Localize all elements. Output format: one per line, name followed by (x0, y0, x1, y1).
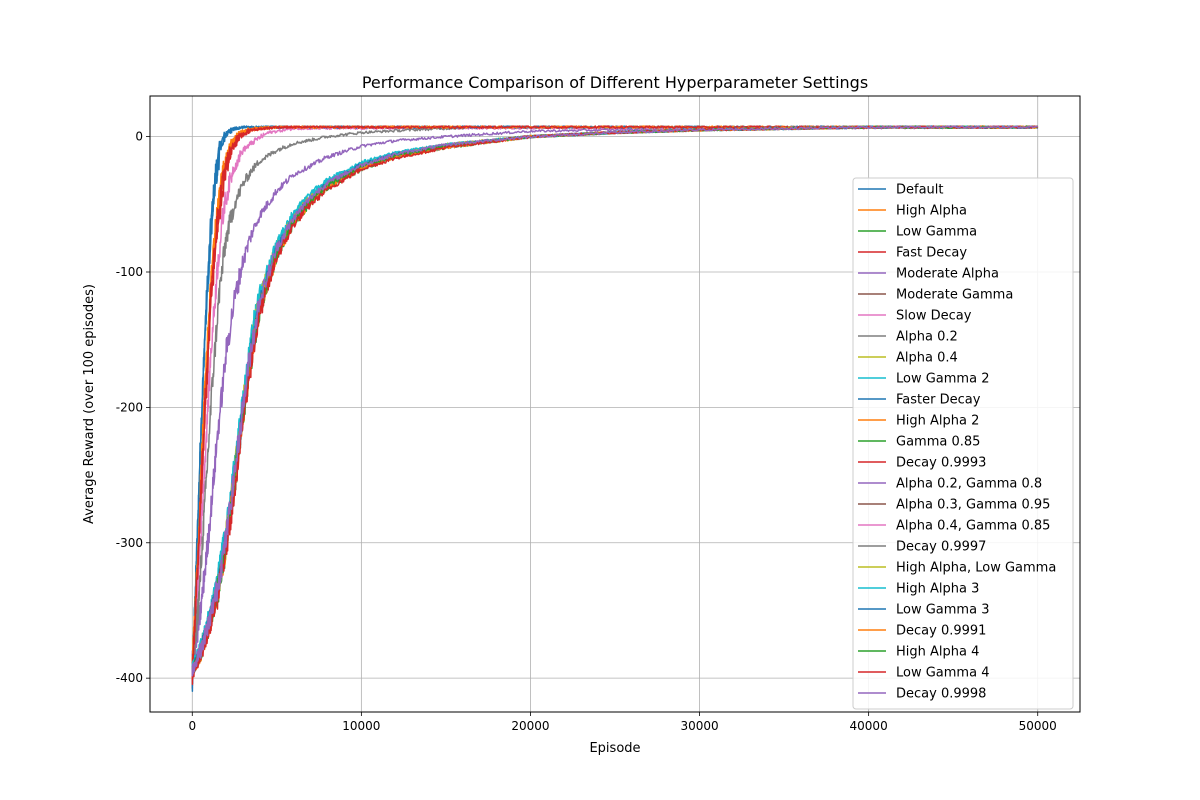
legend-label: Slow Decay (896, 309, 972, 324)
legend-label: Alpha 0.3, Gamma 0.95 (896, 498, 1050, 513)
y-tick-label: -200 (116, 400, 143, 414)
legend-item: Moderate Alpha (858, 267, 999, 282)
legend-label: Decay 0.9993 (896, 456, 986, 471)
legend-label: High Alpha 3 (896, 582, 979, 597)
legend-item: Faster Decay (858, 393, 981, 408)
legend-label: Moderate Gamma (896, 288, 1013, 303)
legend-item: Decay 0.9997 (858, 540, 986, 555)
legend-label: High Alpha (896, 204, 967, 219)
legend-item: Alpha 0.2 (858, 330, 958, 345)
axes-frame (149, 95, 1081, 713)
legend-label: Decay 0.9997 (896, 540, 986, 555)
x-tick-label: 30000 (680, 719, 718, 733)
legend-item: Low Gamma 2 (858, 372, 989, 387)
y-axis: -400 -300 -200 -100 0 (116, 130, 150, 685)
legend-item: Decay 0.9991 (858, 624, 986, 639)
legend-label: Fast Decay (896, 246, 967, 261)
legend-item: Moderate Gamma (858, 288, 1013, 303)
legend-item: Alpha 0.4 (858, 351, 958, 366)
legend-item: High Alpha 4 (858, 645, 979, 660)
series-layer (191, 125, 1039, 693)
legend-item: High Alpha 2 (858, 414, 979, 429)
x-tick-label: 50000 (1019, 719, 1057, 733)
legend-item: High Alpha (858, 204, 967, 219)
series-line (191, 125, 1038, 677)
legend-item: Alpha 0.4, Gamma 0.85 (858, 519, 1050, 534)
legend-label: Alpha 0.4, Gamma 0.85 (896, 519, 1050, 534)
legend-label: Low Gamma 3 (896, 603, 989, 618)
legend-item: Fast Decay (858, 246, 967, 261)
y-tick-label: -300 (116, 536, 143, 550)
legend: Default High Alpha Low Gamma Fast Decay Mode… (852, 177, 1074, 710)
x-tick-label: 40000 (850, 719, 888, 733)
legend-label: Alpha 0.2, Gamma 0.8 (896, 477, 1042, 492)
x-tick-label: 20000 (511, 719, 549, 733)
legend-label: Default (896, 183, 944, 198)
y-tick-label: -400 (116, 671, 143, 685)
legend-label: High Alpha 2 (896, 414, 979, 429)
y-tick-label: -100 (116, 265, 143, 279)
legend-item: Decay 0.9998 (858, 687, 986, 702)
legend-item: Gamma 0.85 (858, 435, 980, 450)
legend-label: Alpha 0.2 (896, 330, 958, 345)
legend-label: Moderate Alpha (896, 267, 999, 282)
legend-item: Default (858, 183, 944, 198)
legend-item: Low Gamma 3 (858, 603, 989, 618)
legend-item: Decay 0.9993 (858, 456, 986, 471)
legend-label: Faster Decay (896, 393, 981, 408)
legend-label: High Alpha 4 (896, 645, 979, 660)
y-axis-label: Average Reward (over 100 episodes) (82, 284, 97, 524)
legend-item: Low Gamma (858, 225, 977, 240)
legend-item: High Alpha 3 (858, 582, 979, 597)
legend-label: Decay 0.9998 (896, 687, 986, 702)
legend-label: Low Gamma (896, 225, 977, 240)
legend-label: Gamma 0.85 (896, 435, 980, 450)
legend-label: Low Gamma 4 (896, 666, 989, 681)
x-axis: 0 10000 20000 30000 40000 50000 (188, 712, 1057, 733)
chart-title: Performance Comparison of Different Hype… (362, 73, 868, 92)
legend-item: Alpha 0.2, Gamma 0.8 (858, 477, 1042, 492)
x-tick-label: 0 (188, 719, 196, 733)
legend-item: High Alpha, Low Gamma (858, 561, 1056, 576)
legend-label: Decay 0.9991 (896, 624, 986, 639)
legend-label: High Alpha, Low Gamma (896, 561, 1056, 576)
y-tick-label: 0 (135, 130, 143, 144)
legend-label: Alpha 0.4 (896, 351, 958, 366)
legend-label: Low Gamma 2 (896, 372, 989, 387)
legend-item: Low Gamma 4 (858, 666, 989, 681)
x-tick-label: 10000 (342, 719, 380, 733)
x-axis-label: Episode (589, 741, 640, 756)
legend-box (852, 177, 1074, 710)
legend-item: Alpha 0.3, Gamma 0.95 (858, 498, 1050, 513)
legend-item: Slow Decay (858, 309, 972, 324)
